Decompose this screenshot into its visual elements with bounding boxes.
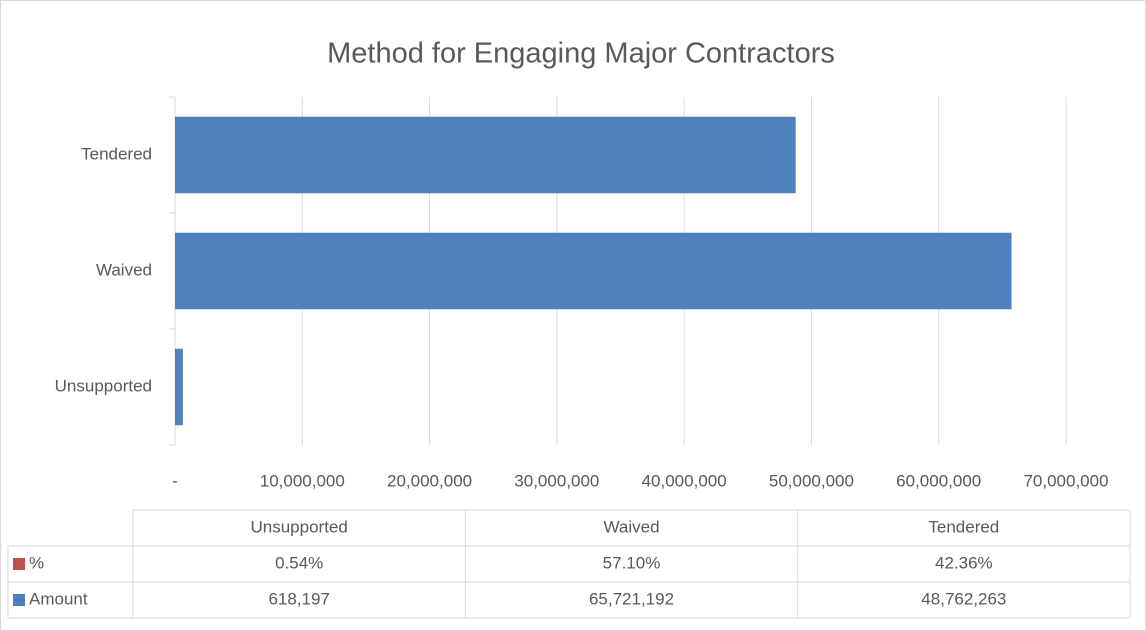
- x-tick-label: 40,000,000: [642, 471, 727, 490]
- legend-label: %: [29, 553, 44, 572]
- x-tick-label: 20,000,000: [387, 471, 472, 490]
- x-tick-label: 60,000,000: [896, 471, 981, 490]
- chart-title: Method for Engaging Major Contractors: [327, 38, 835, 70]
- bar: [175, 116, 796, 194]
- bar: [175, 348, 183, 426]
- x-tick-label: 70,000,000: [1023, 471, 1108, 490]
- x-tick-label: 50,000,000: [769, 471, 854, 490]
- table-header: Tendered: [928, 517, 999, 536]
- legend-label: Amount: [29, 589, 88, 608]
- x-tick-label: -: [172, 471, 178, 490]
- table-cell: 42.36%: [935, 553, 993, 572]
- x-tick-label: 30,000,000: [514, 471, 599, 490]
- x-tick-label: 10,000,000: [260, 471, 345, 490]
- table-cell: 618,197: [268, 589, 329, 608]
- table-cell: 65,721,192: [589, 589, 674, 608]
- legend-swatch: [13, 558, 25, 570]
- y-tick-label: Tendered: [81, 144, 152, 163]
- table-cell: 48,762,263: [921, 589, 1006, 608]
- table-header: Unsupported: [250, 517, 347, 536]
- table-cell: 57.10%: [603, 553, 661, 572]
- table-header: Waived: [603, 517, 659, 536]
- bar: [175, 232, 1012, 310]
- y-tick-label: Unsupported: [55, 376, 152, 395]
- legend-swatch: [13, 594, 25, 606]
- y-tick-label: Waived: [96, 260, 152, 279]
- table-cell: 0.54%: [275, 553, 323, 572]
